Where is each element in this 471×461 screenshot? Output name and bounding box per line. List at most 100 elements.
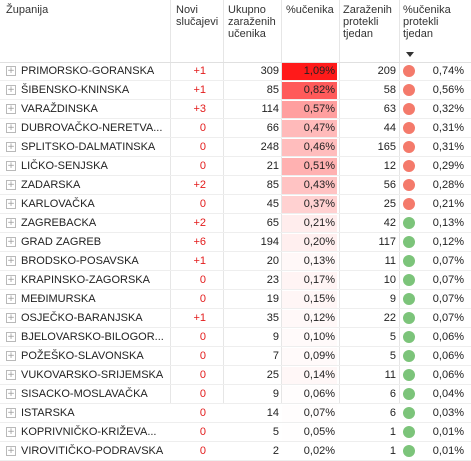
header-zupanija[interactable]: Županija [6,4,48,16]
county-name: SPLITSKO-DALMATINSKA [21,141,156,153]
last-week-infected-value: 117 [378,236,396,248]
last-week-infected-value: 6 [389,388,396,400]
header-ukupno[interactable]: Ukupno zaraženih učenika [228,4,276,40]
expand-icon[interactable]: + [6,104,16,114]
percent-value: 0,57% [303,103,335,115]
table-row[interactable]: + VUKOVARSKO-SRIJEMSKA 0 25 0,14% 11 0,06% [0,366,471,385]
status-green-dot-icon [403,426,415,438]
percent-heat-cell [282,386,337,403]
header-novi-line1: Novi [176,4,199,16]
expand-icon[interactable]: + [6,142,16,152]
expand-icon[interactable]: + [6,161,16,171]
table-row[interactable]: + ZAGREBACKA +2 65 0,21% 42 0,13% [0,214,471,233]
county-name: VARAŽDINSKA [21,103,98,115]
expand-icon[interactable]: + [6,275,16,285]
total-infected-value: 248 [260,141,279,153]
column-divider [223,0,224,403]
percent-value: 0,09% [303,350,335,362]
header-pct[interactable]: %učenika [286,4,334,16]
expand-icon[interactable]: + [6,66,16,76]
total-infected-value: 14 [266,407,279,419]
sort-descending-icon[interactable] [406,52,414,57]
last-week-percent-value: 0,32% [432,103,464,115]
new-cases-value: +1 [193,84,206,96]
header-pct-protekli[interactable]: %učenika protekli tjedan [403,4,451,40]
percent-value: 0,12% [303,312,335,324]
expand-icon[interactable]: + [6,218,16,228]
expand-icon[interactable]: + [6,294,16,304]
percent-value: 0,06% [303,388,335,400]
last-week-infected-value: 22 [383,312,396,324]
expand-icon[interactable]: + [6,199,16,209]
table-row[interactable]: + DUBROVAČKO-NERETVA... 0 66 0,47% 44 0,31% [0,119,471,138]
last-week-percent-value: 0,13% [432,217,464,229]
last-week-infected-value: 6 [389,407,396,419]
total-infected-value: 309 [260,65,279,77]
status-green-dot-icon [403,388,415,400]
percent-heat-cell [282,272,337,289]
header-ukupno-line1: Ukupno [228,4,266,16]
expand-icon[interactable]: + [6,180,16,190]
expand-icon[interactable]: + [6,389,16,399]
table-row[interactable]: + LIČKO-SENJSKA 0 21 0,51% 12 0,29% [0,157,471,176]
last-week-percent-value: 0,07% [432,255,464,267]
expand-icon[interactable]: + [6,123,16,133]
total-infected-value: 114 [261,103,279,115]
table-row[interactable]: + ISTARSKA 0 14 0,07% 6 0,03% [0,404,471,423]
percent-heat-cell [282,196,337,213]
table-row[interactable]: + KRAPINSKO-ZAGORSKA 0 23 0,17% 10 0,07% [0,271,471,290]
expand-icon[interactable]: + [6,85,16,95]
header-zarazenih-line2: protekli [343,16,379,28]
expand-icon[interactable]: + [6,351,16,361]
table-row[interactable]: + ZADARSKA +2 85 0,43% 56 0,28% [0,176,471,195]
header-novi[interactable]: Novi slučajevi [176,4,218,28]
county-name: ŠIBENSKO-KNINSKA [21,84,130,96]
status-green-dot-icon [403,236,415,248]
total-infected-value: 19 [266,293,279,305]
last-week-infected-value: 9 [389,293,396,305]
new-cases-value: 0 [199,160,206,172]
expand-icon[interactable]: + [6,408,16,418]
expand-icon[interactable]: + [6,313,16,323]
table-row[interactable]: + KOPRIVNIČKO-KRIŽEVA... 0 5 0,05% 1 0,01% [0,423,471,442]
percent-heat-cell [282,253,337,270]
table-row[interactable]: + VARAŽDINSKA +3 114 0,57% 63 0,32% [0,100,471,119]
last-week-percent-value: 0,04% [432,388,464,400]
county-name: OSJEČKO-BARANJSKA [21,312,143,324]
status-green-dot-icon [403,369,415,381]
county-name: DUBROVAČKO-NERETVA... [21,122,163,134]
table-row[interactable]: + PRIMORSKO-GORANSKA +1 309 1,09% 209 0,74% [0,62,471,81]
table-row[interactable]: + BRODSKO-POSAVSKA +1 20 0,13% 11 0,07% [0,252,471,271]
last-week-infected-value: 42 [383,217,396,229]
table-row[interactable]: + KARLOVAČKA 0 45 0,37% 25 0,21% [0,195,471,214]
last-week-percent-value: 0,03% [432,407,464,419]
expand-icon[interactable]: + [6,256,16,266]
header-zarazenih[interactable]: Zaraženih protekli tjedan [343,4,392,40]
table-row[interactable]: + MEĐIMURSKA 0 19 0,15% 9 0,07% [0,290,471,309]
table-row[interactable]: + SPLITSKO-DALMATINSKA 0 248 0,46% 165 0,31% [0,138,471,157]
expand-icon[interactable]: + [6,237,16,247]
table-row[interactable]: + OSJEČKO-BARANJSKA +1 35 0,12% 22 0,07% [0,309,471,328]
table-row[interactable]: + POŽEŠKO-SLAVONSKA 0 7 0,09% 5 0,06% [0,347,471,366]
total-infected-value: 7 [272,350,279,362]
new-cases-value: 0 [199,141,206,153]
expand-icon[interactable]: + [6,427,16,437]
expand-icon[interactable]: + [6,370,16,380]
new-cases-value: 0 [199,274,206,286]
table-row[interactable]: + VIROVITIČKO-PODRAVSKA 0 2 0,02% 1 0,01% [0,442,471,461]
percent-value: 0,17% [303,274,335,286]
total-infected-value: 85 [266,179,279,191]
table-row[interactable]: + ŠIBENSKO-KNINSKA +1 85 0,82% 58 0,56% [0,81,471,100]
expand-icon[interactable]: + [6,446,16,456]
status-green-dot-icon [403,293,415,305]
county-name: MEĐIMURSKA [21,293,96,305]
table-row[interactable]: + SISACKO-MOSLAVAČKA 0 9 0,06% 6 0,04% [0,385,471,404]
total-infected-value: 9 [272,388,279,400]
expand-icon[interactable]: + [6,332,16,342]
table-row[interactable]: + BJELOVARSKO-BILOGOR... 0 9 0,10% 5 0,06% [0,328,471,347]
new-cases-value: 0 [199,198,206,210]
last-week-percent-value: 0,07% [432,293,464,305]
new-cases-value: 0 [199,350,206,362]
table-row[interactable]: + GRAD ZAGREB +6 194 0,20% 117 0,12% [0,233,471,252]
percent-heat-cell [282,367,337,384]
